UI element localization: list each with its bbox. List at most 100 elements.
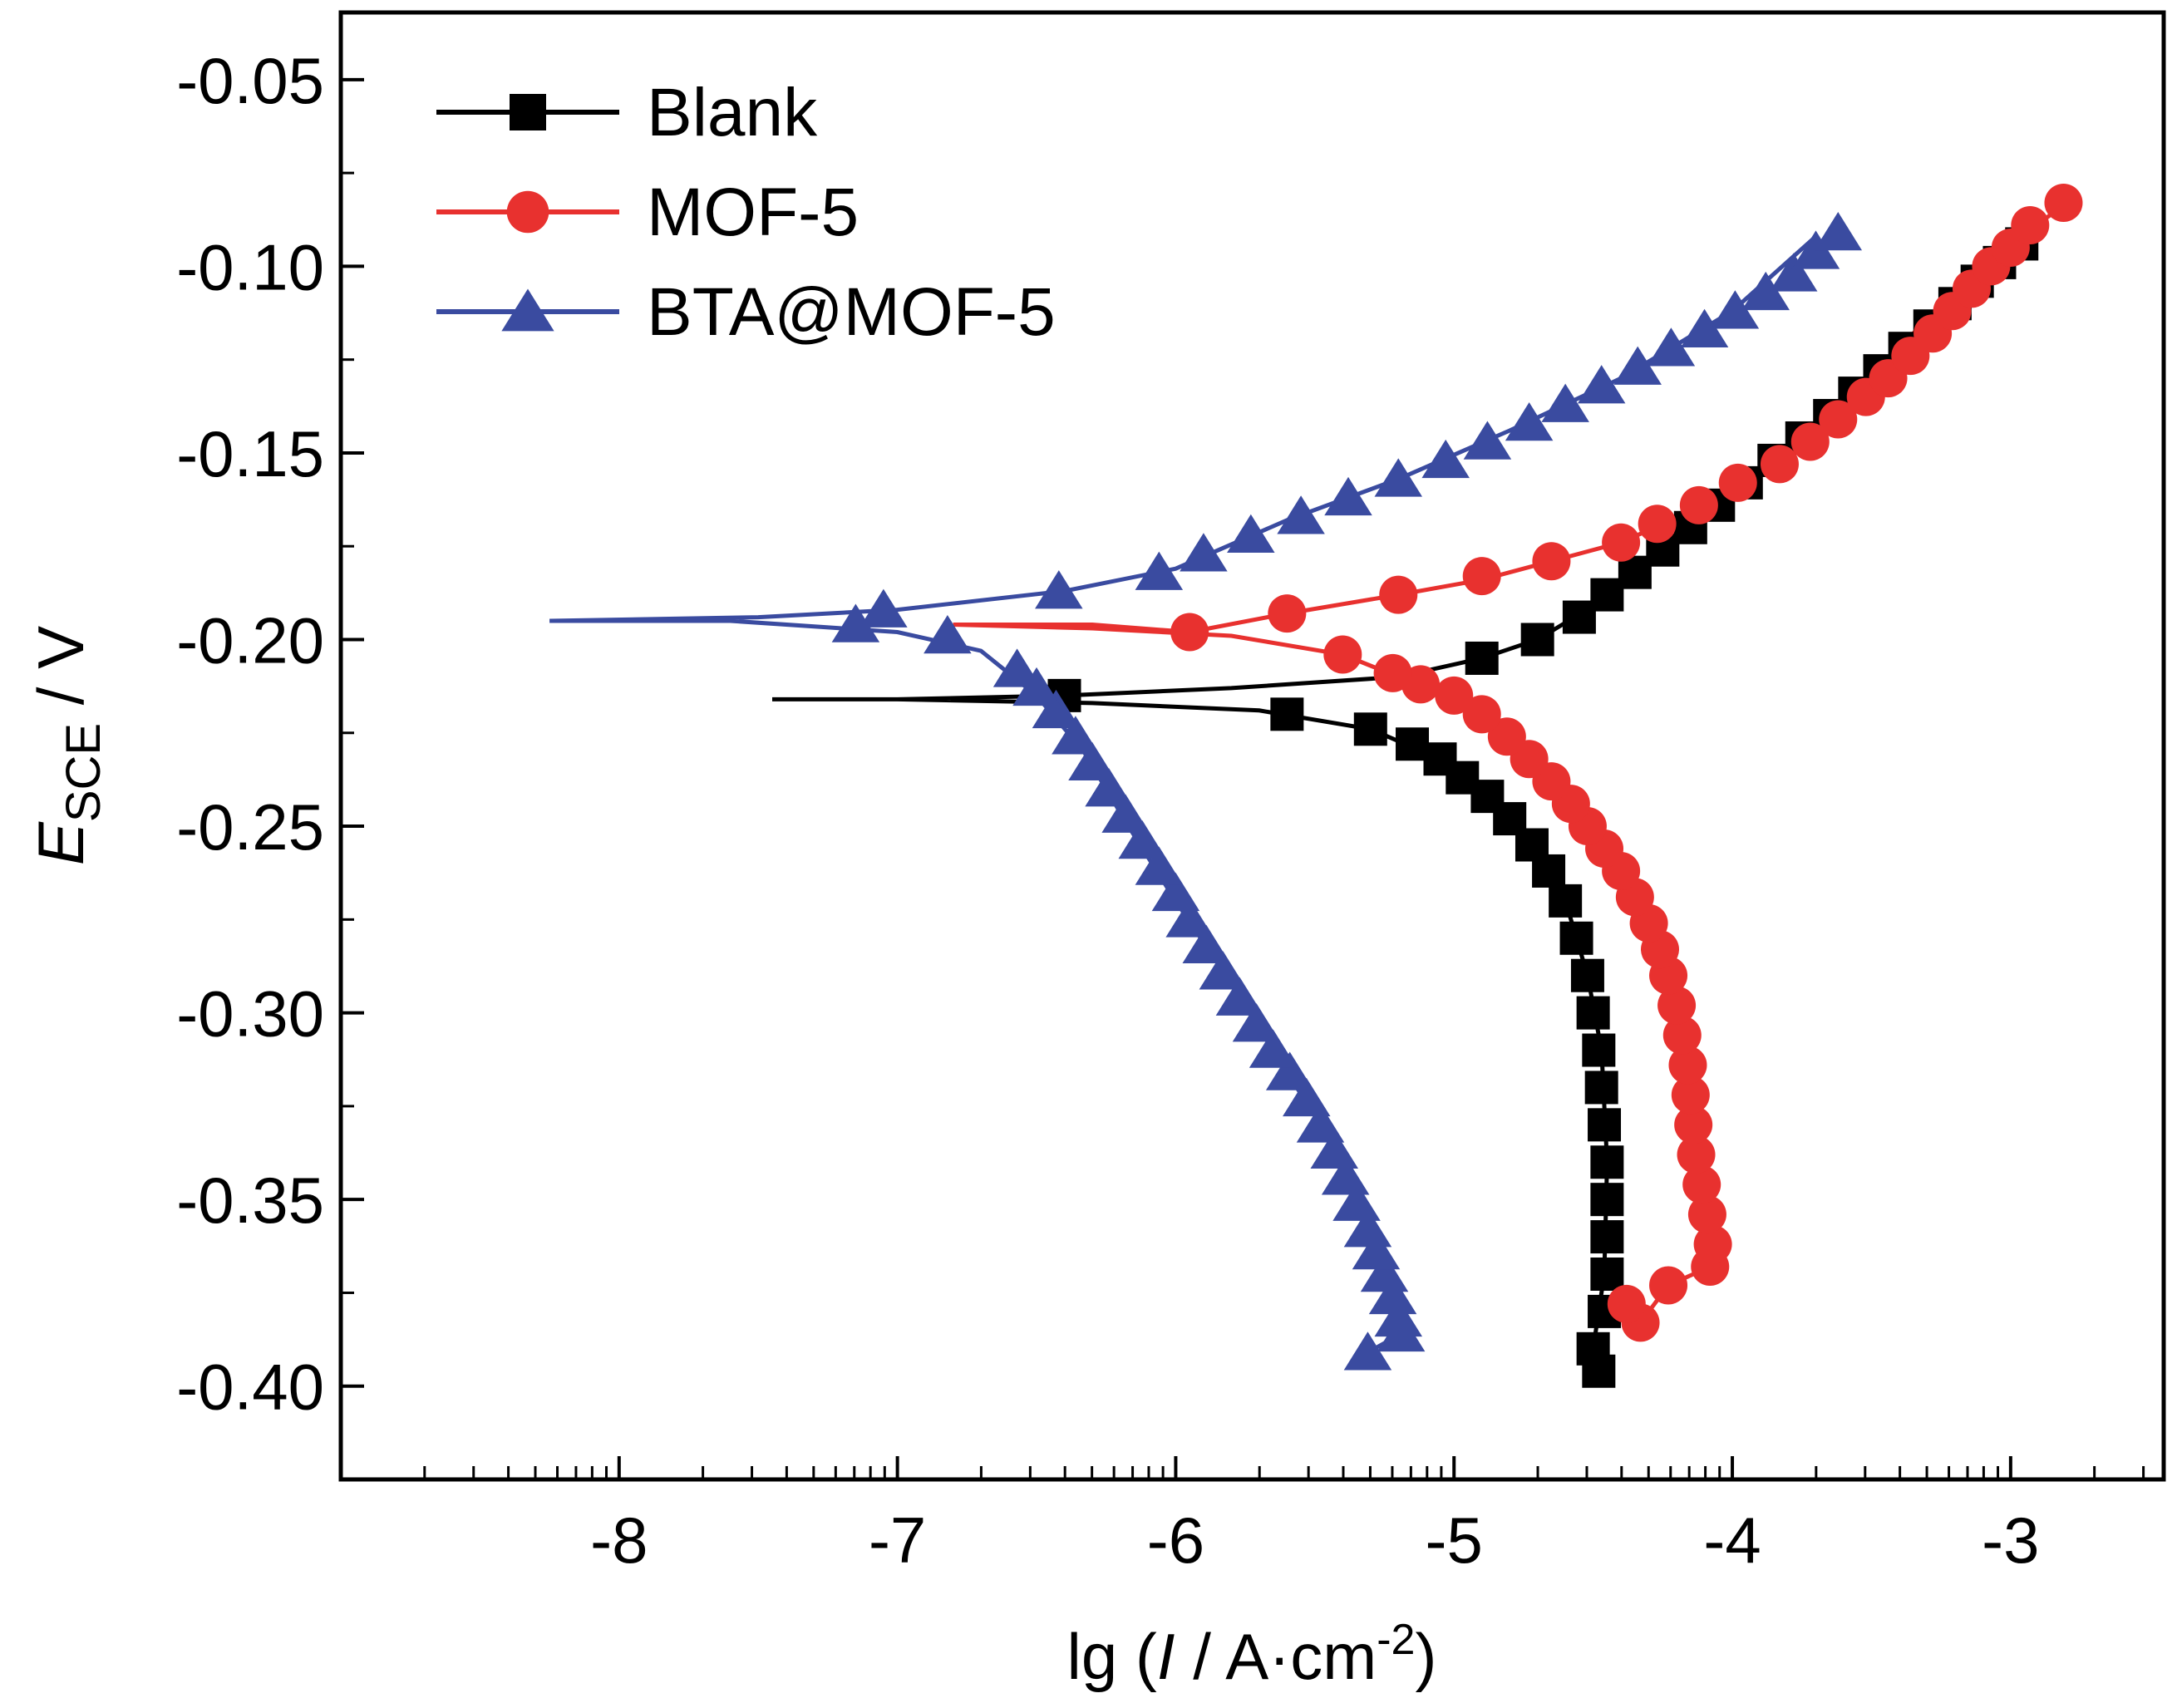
data-point [1396,727,1430,761]
axis-ticks [341,77,2145,1479]
data-point [1693,1225,1732,1264]
data-point [1462,695,1501,734]
data-point [1769,253,1818,292]
data-point [1118,820,1167,859]
data-point [1680,308,1729,347]
data-point [1265,1051,1314,1090]
data-point [1463,421,1512,460]
data-point [1374,458,1423,497]
series-markers [831,184,2083,1388]
y-tick-label: -0.40 [176,1351,324,1424]
data-point [831,603,880,642]
data-point [1249,1029,1298,1068]
data-point [1465,641,1499,675]
data-point [1035,570,1083,609]
data-point [859,588,908,628]
data-point [1718,463,1757,502]
data-point [1549,884,1583,918]
data-point [1674,1105,1713,1144]
data-point [1588,1108,1622,1142]
data-point [1373,653,1412,692]
x-axis-label-suffix: ) [1415,1620,1436,1693]
data-point [1360,1253,1409,1292]
legend-marker [510,94,546,130]
data-point [1532,542,1571,581]
data-point [1590,1257,1624,1291]
data-point [1343,1208,1392,1248]
data-point [1584,1071,1618,1105]
data-point [1520,623,1554,657]
data-point [1324,476,1372,516]
y-tick-label: -0.15 [176,417,324,490]
legend-label: Blank [647,75,818,150]
data-point [1657,986,1697,1025]
data-point [992,648,1042,687]
data-point [1032,689,1081,729]
data-point [1819,400,1858,439]
data-point [1135,846,1184,885]
data-point [1562,600,1596,634]
legend: Blank MOF-5 BTA@MOF-5 [436,75,1056,350]
data-point [1270,697,1304,731]
x-axis-label-exponent: -2 [1377,1616,1415,1664]
x-tick-label: -6 [1147,1504,1204,1577]
y-tick-label: -0.25 [176,790,324,864]
data-point [1423,742,1457,776]
plot-frame [338,10,2166,1482]
y-axis-label: ESCE / V [24,626,111,865]
data-point [1227,514,1275,554]
data-point [1135,551,1184,590]
x-axis-label-unit: / A·cm [1175,1620,1377,1693]
data-point [1165,898,1214,938]
data-point [1310,1130,1359,1169]
x-tick-label: -3 [1982,1504,2039,1577]
data-point [1052,716,1100,755]
y-axis-label-unit: / V [24,626,97,723]
data-point [1352,1231,1401,1270]
legend-marker [501,288,554,332]
data-point [1421,439,1470,479]
data-point [1576,996,1610,1030]
legend-marker [506,190,549,234]
data-point [1668,1046,1707,1085]
data-point [1505,402,1554,441]
data-point [1277,495,1325,534]
data-point [1647,327,1696,367]
data-point [1760,445,1799,484]
data-point [1462,557,1501,596]
series-line [549,234,1818,1355]
data-point [1677,1135,1716,1174]
data-point [1374,1297,1423,1337]
data-point [1590,578,1624,612]
data-point [1268,594,1307,633]
x-tick-label: -8 [590,1504,648,1577]
data-point [1323,635,1362,674]
data-point [1607,1284,1646,1323]
data-point [1182,924,1231,964]
x-tick-label: -7 [869,1504,926,1577]
y-axis-label-subscript: SCE [57,723,111,822]
data-point [1199,951,1248,990]
data-point [1741,271,1790,311]
data-point [1570,958,1604,992]
y-tick-label: -0.10 [176,230,324,303]
data-point [1582,1033,1616,1067]
data-point [1711,290,1760,329]
data-point [1577,365,1626,404]
data-point [1682,1165,1721,1204]
x-axis-label: lg (I / A·cm-2) [1067,1616,1437,1693]
x-tick-label: -4 [1703,1504,1761,1577]
data-point [1180,533,1228,572]
data-point [1590,1145,1624,1179]
data-point [1101,794,1150,833]
data-point [1541,383,1589,422]
y-axis-label-variable: E [24,821,97,865]
x-axis-label-variable: I [1157,1620,1175,1693]
data-point [1332,1182,1381,1221]
data-point [1068,741,1116,780]
data-point [1321,1156,1370,1195]
x-tick-label: -5 [1426,1504,1483,1577]
data-point [1232,1003,1281,1042]
data-point [1215,977,1264,1016]
